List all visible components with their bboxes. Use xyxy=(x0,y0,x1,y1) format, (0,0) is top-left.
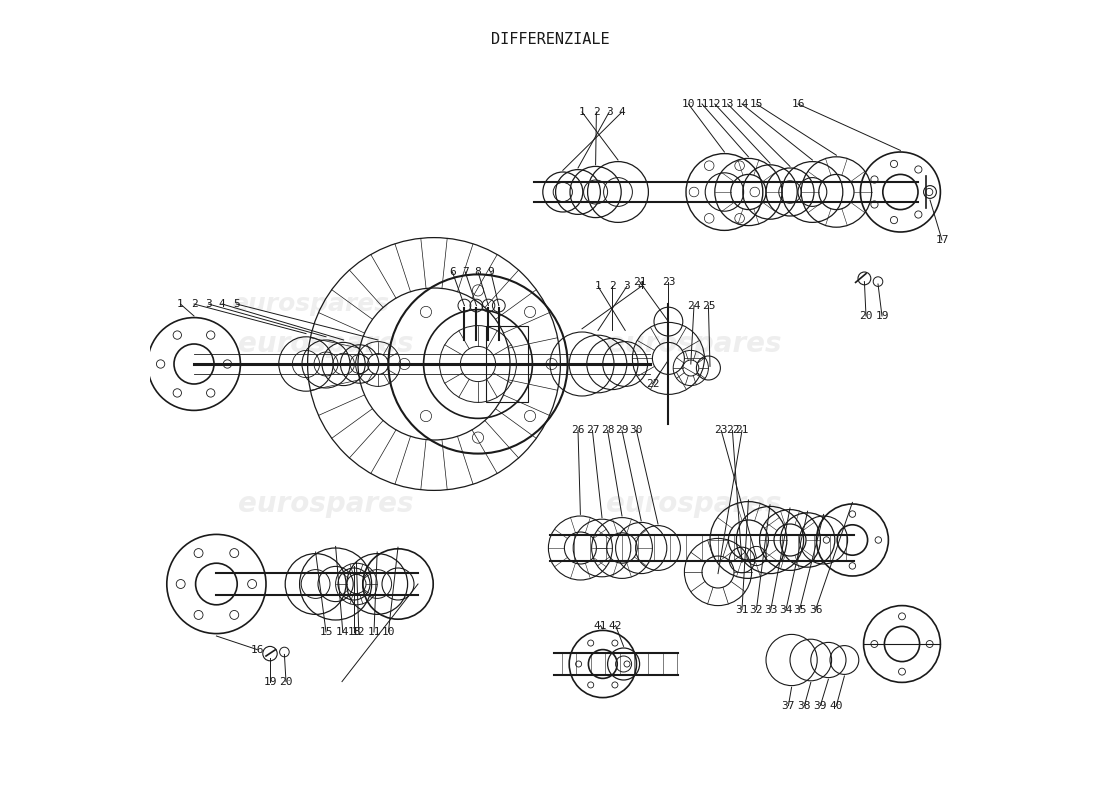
Text: 39: 39 xyxy=(814,701,827,710)
Text: 2: 2 xyxy=(190,299,197,309)
Text: eurospares: eurospares xyxy=(606,330,782,358)
Text: 19: 19 xyxy=(876,311,889,321)
Text: 7: 7 xyxy=(462,267,469,277)
Text: 12: 12 xyxy=(352,627,365,637)
Text: 4: 4 xyxy=(219,299,225,309)
Text: 19: 19 xyxy=(263,677,277,686)
Text: 18: 18 xyxy=(348,627,361,637)
Text: 4: 4 xyxy=(618,107,626,117)
Text: 10: 10 xyxy=(682,99,695,109)
Text: 3: 3 xyxy=(205,299,212,309)
Text: 30: 30 xyxy=(629,426,644,435)
Text: 26: 26 xyxy=(571,426,585,435)
Text: 41: 41 xyxy=(594,621,607,630)
Text: DIFFERENZIALE: DIFFERENZIALE xyxy=(491,32,609,47)
Text: 22: 22 xyxy=(646,379,659,389)
Text: eurospares: eurospares xyxy=(239,330,414,358)
Text: 1: 1 xyxy=(177,299,184,309)
Text: 11: 11 xyxy=(695,99,708,109)
Text: 23: 23 xyxy=(661,277,675,286)
Text: 1: 1 xyxy=(579,107,585,117)
Text: eurospares: eurospares xyxy=(239,490,414,518)
Text: 13: 13 xyxy=(720,99,735,109)
Text: 14: 14 xyxy=(735,99,749,109)
Text: 29: 29 xyxy=(615,426,629,435)
Text: 37: 37 xyxy=(782,701,795,710)
Text: 1: 1 xyxy=(595,282,602,291)
Text: 27: 27 xyxy=(585,426,600,435)
Text: 24: 24 xyxy=(688,301,701,310)
Text: 6: 6 xyxy=(449,267,455,277)
Text: 15: 15 xyxy=(319,627,332,637)
Text: 15: 15 xyxy=(750,99,763,109)
Text: 3: 3 xyxy=(606,107,613,117)
Bar xyxy=(486,326,528,402)
Text: 2: 2 xyxy=(609,282,616,291)
Text: 38: 38 xyxy=(798,701,811,710)
Text: 31: 31 xyxy=(735,605,749,614)
Text: 35: 35 xyxy=(793,605,806,614)
Text: 33: 33 xyxy=(764,605,778,614)
Text: 40: 40 xyxy=(829,701,843,710)
Text: 36: 36 xyxy=(808,605,823,614)
Text: 22: 22 xyxy=(726,426,739,435)
Text: 42: 42 xyxy=(608,621,623,630)
Text: 16: 16 xyxy=(251,645,264,654)
Text: 9: 9 xyxy=(487,267,494,277)
Text: 5: 5 xyxy=(233,299,240,309)
Text: 21: 21 xyxy=(735,426,749,435)
Text: 4: 4 xyxy=(638,282,645,291)
Text: 3: 3 xyxy=(624,282,630,291)
Text: 2: 2 xyxy=(593,107,600,117)
Text: 11: 11 xyxy=(367,627,381,637)
Text: 23: 23 xyxy=(715,426,728,435)
Text: 17: 17 xyxy=(935,235,948,245)
Text: 28: 28 xyxy=(601,426,614,435)
Text: 20: 20 xyxy=(859,311,872,321)
Text: 12: 12 xyxy=(708,99,722,109)
Text: 21: 21 xyxy=(632,277,647,286)
Text: 16: 16 xyxy=(791,99,805,109)
Text: 10: 10 xyxy=(382,627,395,637)
Text: 25: 25 xyxy=(702,301,715,310)
Text: 14: 14 xyxy=(336,627,350,637)
Text: eurospares: eurospares xyxy=(231,292,389,316)
Text: 32: 32 xyxy=(750,605,763,614)
Text: 8: 8 xyxy=(474,267,482,277)
Text: 20: 20 xyxy=(279,677,293,686)
Text: eurospares: eurospares xyxy=(606,490,782,518)
Text: 34: 34 xyxy=(779,605,793,614)
